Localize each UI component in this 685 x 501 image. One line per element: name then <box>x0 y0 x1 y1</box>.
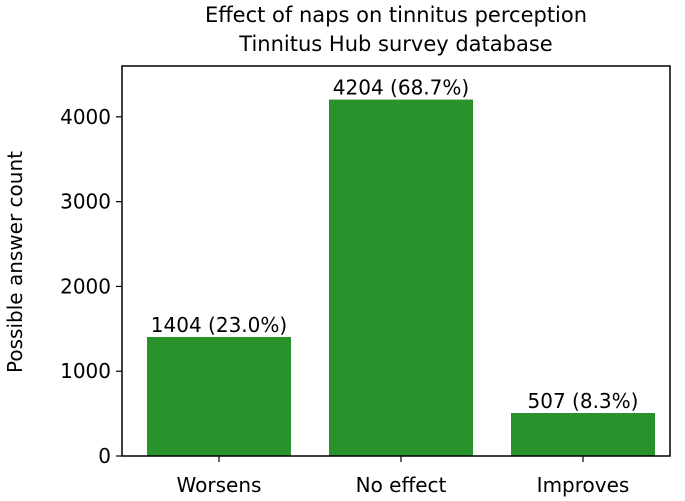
data-label-improves: 507 (8.3%) <box>528 389 639 413</box>
x-tick-label-no-effect: No effect <box>356 473 447 497</box>
bar-worsens <box>147 336 291 456</box>
y-tick-label-2000: 2000 <box>60 274 111 298</box>
chart-title: Effect of naps on tinnitus perception <box>205 3 587 27</box>
data-label-worsens: 1404 (23.0%) <box>151 313 287 337</box>
x-tick-label-improves: Improves <box>537 473 630 497</box>
bars-group: 1404 (23.0%) 4204 (68.7%) 507 (8.3%) <box>147 76 655 456</box>
bar-improves <box>511 413 655 456</box>
data-label-no-effect: 4204 (68.7%) <box>333 76 469 100</box>
x-tick-label-worsens: Worsens <box>177 473 262 497</box>
y-tick-label-0: 0 <box>98 444 111 468</box>
ticks-group: Worsens No effect Improves 0 1000 2000 3000 400… <box>60 105 629 497</box>
y-tick-label-1000: 1000 <box>60 359 111 383</box>
bar-no-effect <box>329 99 473 456</box>
y-axis-label: Possible answer count <box>3 151 27 373</box>
chart-subtitle: Tinnitus Hub survey database <box>238 32 552 56</box>
y-tick-label-3000: 3000 <box>60 190 111 214</box>
plot-frame <box>121 65 671 457</box>
y-tick-label-4000: 4000 <box>60 105 111 129</box>
